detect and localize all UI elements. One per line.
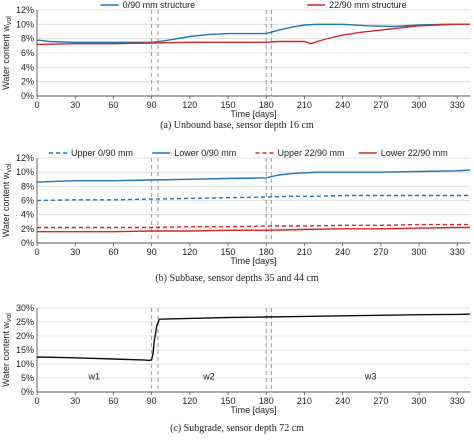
x-tick-label: 300 — [412, 396, 427, 406]
series-line-1 — [36, 23, 470, 43]
panel-caption: (a) Unbound base, sensor depth 16 cm — [160, 120, 314, 131]
x-tick-label: 0 — [34, 100, 39, 110]
x-tick-label: 210 — [297, 396, 312, 406]
legend-label: Lower 22/90 mm — [381, 148, 448, 158]
y-tick-label: 6% — [21, 48, 34, 58]
x-tick-label: 90 — [147, 396, 157, 406]
y-tick-label: 10% — [16, 167, 34, 177]
series-line-1 — [36, 194, 470, 202]
x-tick-label: 240 — [335, 100, 350, 110]
x-tick-label: 240 — [335, 396, 350, 406]
x-tick-label: 240 — [335, 247, 350, 257]
y-tick-label: 12% — [16, 153, 34, 163]
series-line-2 — [36, 23, 470, 46]
x-tick-label: 210 — [297, 247, 312, 257]
x-tick-label: 330 — [450, 100, 465, 110]
y-tick-label: 2% — [21, 224, 34, 234]
x-tick-label: 180 — [259, 247, 274, 257]
y-tick-label: 10% — [16, 359, 34, 369]
series-line-4 — [37, 226, 470, 233]
legend-label: 0/90 mm structure — [123, 0, 196, 10]
y-axis-label-sub: vol — [6, 16, 13, 25]
y-tick-label: 8% — [21, 181, 34, 191]
x-tick-label: 150 — [221, 396, 236, 406]
y-tick-label: 0% — [21, 387, 34, 397]
chart-panel-1: 0% 2% 4% 6% 8% 10% 12% 0 30 60 90 120 150 180 210 240 27… — [1, 0, 470, 131]
x-tick-label: 30 — [70, 100, 80, 110]
y-tick-label: 6% — [21, 196, 34, 206]
x-tick-label: 0 — [34, 247, 39, 257]
y-tick-label: 30% — [16, 303, 34, 313]
y-axis-label-sub: vol — [6, 163, 13, 172]
x-tick-label: 270 — [373, 396, 388, 406]
y-tick-label: 4% — [21, 62, 34, 72]
x-tick-label: 60 — [108, 247, 118, 257]
panel-caption: (b) Subbase, sensor depths 35 and 44 cm — [155, 273, 319, 284]
y-tick-label: 0% — [21, 91, 34, 101]
x-tick-label: 150 — [221, 247, 236, 257]
y-tick-label: 15% — [16, 345, 34, 355]
series-line-1 — [36, 313, 471, 362]
y-axis-label: Water content wvol — [1, 16, 13, 90]
x-tick-label: 120 — [182, 396, 197, 406]
y-axis-label-main: Water content w — [1, 322, 11, 387]
series-line-3 — [37, 223, 470, 229]
x-tick-label: 120 — [182, 247, 197, 257]
y-axis-label-sub: vol — [6, 313, 13, 322]
panel-caption: (c) Subgrade, sensor depth 72 cm — [170, 423, 304, 434]
legend-label: Lower 0/90 mm — [174, 148, 236, 158]
x-axis-label: Time [days] — [230, 109, 276, 119]
annotation-label: w1 — [88, 371, 101, 381]
annotation-label: w2 — [202, 371, 215, 381]
x-tick-label: 330 — [450, 247, 465, 257]
x-tick-label: 330 — [450, 396, 465, 406]
x-tick-label: 30 — [70, 396, 80, 406]
y-tick-label: 0% — [21, 238, 34, 248]
x-tick-label: 60 — [108, 100, 118, 110]
x-tick-label: 210 — [297, 100, 312, 110]
x-tick-label: 60 — [108, 396, 118, 406]
x-tick-label: 90 — [147, 100, 157, 110]
x-tick-label: 180 — [259, 100, 274, 110]
y-tick-label: 10% — [16, 19, 34, 29]
y-axis-label: Water content wvol — [1, 313, 13, 387]
x-axis-label: Time [days] — [230, 256, 276, 266]
chart-panel-2: 0% 2% 4% 6% 8% 10% 12% 0 30 60 90 120 150 180 210 240 27… — [1, 148, 471, 284]
legend-label: Upper 22/90 mm — [278, 148, 345, 158]
y-tick-label: 4% — [21, 210, 34, 220]
x-tick-label: 120 — [182, 100, 197, 110]
legend-label: 22/90 mm structure — [329, 0, 407, 10]
x-axis-label: Time [days] — [230, 405, 276, 415]
y-axis-label-main: Water content w — [1, 172, 11, 237]
x-tick-label: 0 — [34, 396, 39, 406]
legend-label: Upper 0/90 mm — [71, 148, 133, 158]
x-tick-label: 150 — [221, 100, 236, 110]
y-axis-label-main: Water content w — [1, 25, 11, 90]
y-tick-label: 2% — [21, 77, 34, 87]
y-tick-label: 8% — [21, 34, 34, 44]
x-tick-label: 270 — [373, 247, 388, 257]
x-tick-label: 90 — [147, 247, 157, 257]
chart-panel-3: 0% 5% 10% 15% 20% 25% 30% 0 30 60 90 120 150 180 210 24… — [1, 303, 471, 434]
x-tick-label: 300 — [412, 247, 427, 257]
y-axis-label: Water content wvol — [1, 163, 13, 237]
series-line-2 — [36, 169, 471, 183]
x-tick-label: 270 — [373, 100, 388, 110]
y-tick-label: 25% — [16, 317, 34, 327]
x-tick-label: 30 — [70, 247, 80, 257]
annotation-label: w3 — [364, 371, 377, 381]
y-tick-label: 20% — [16, 331, 34, 341]
x-tick-label: 180 — [259, 396, 274, 406]
y-tick-label: 5% — [21, 373, 34, 383]
x-tick-label: 300 — [412, 100, 427, 110]
y-tick-label: 12% — [16, 5, 34, 15]
